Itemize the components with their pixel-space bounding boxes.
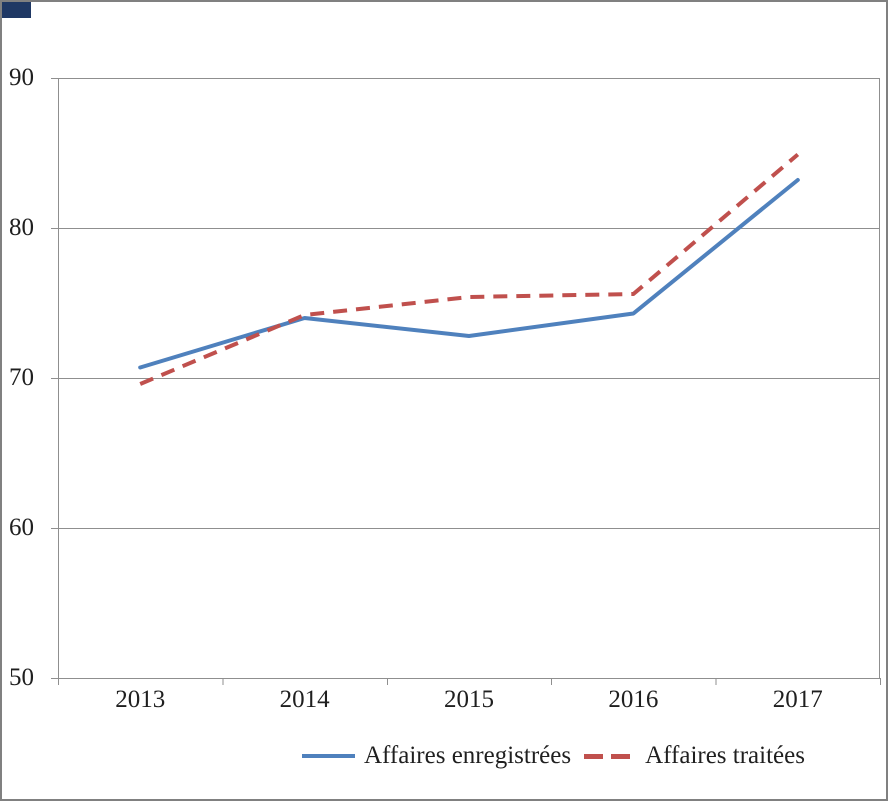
- legend: Affaires enregistrées Affaires traitées: [302, 742, 805, 770]
- corner-artifact: [2, 2, 31, 18]
- legend-label: Affaires enregistrées: [364, 742, 572, 769]
- dashed-line-swatch-icon: [584, 753, 631, 759]
- dash-segment: [611, 753, 631, 759]
- x-tick-label: 2013: [115, 686, 166, 713]
- legend-label: Affaires traitées: [645, 742, 805, 769]
- dash-segment: [584, 753, 604, 759]
- series-line-solid: [138, 178, 800, 370]
- y-tick-label: 60: [9, 514, 34, 541]
- y-tick-label: 80: [9, 214, 34, 241]
- y-tick-label: 90: [9, 64, 34, 91]
- x-tick-label: 2017: [772, 686, 823, 713]
- x-tick-label: 2015: [444, 686, 494, 713]
- x-tick-label: 2014: [279, 686, 330, 713]
- solid-line-swatch-icon: [302, 754, 355, 758]
- y-tick-label: 50: [9, 664, 34, 691]
- series-line-dashed: [139, 152, 800, 386]
- legend-item-affaires-traitees: Affaires traitées: [571, 742, 805, 770]
- y-tick-label: 70: [9, 364, 34, 391]
- x-tick-label: 2016: [608, 686, 659, 713]
- legend-item-affaires-enregistrees: Affaires enregistrées: [302, 742, 571, 770]
